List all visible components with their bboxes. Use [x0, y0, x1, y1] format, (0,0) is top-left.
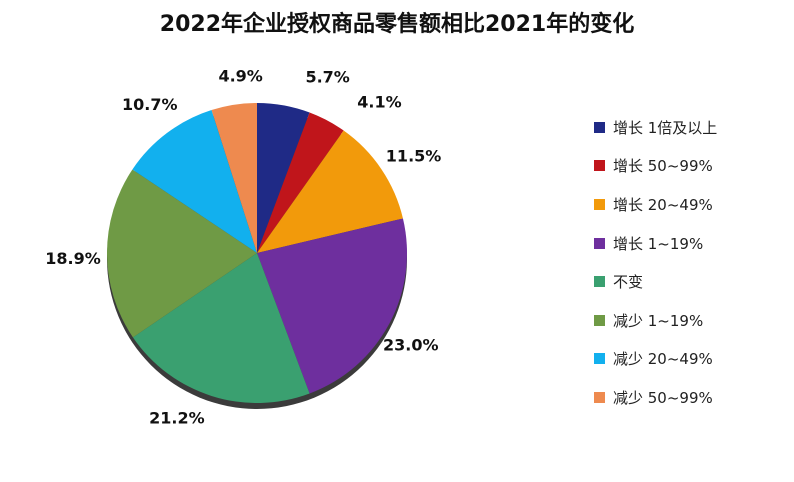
legend-swatch: [594, 314, 605, 326]
legend-label: 减少 1~19%: [613, 311, 704, 330]
legend-swatch: [594, 160, 605, 172]
slice-value-label: 10.7%: [122, 95, 178, 114]
pie-slice: [211, 103, 257, 253]
legend-label: 减少 50~99%: [613, 388, 713, 407]
legend-label: 增长 1~19%: [613, 234, 704, 253]
legend-label: 增长 20~49%: [613, 195, 713, 214]
legend-item: 减少 1~19%: [594, 301, 789, 340]
legend-item: 不变: [594, 262, 789, 301]
pie-slice: [257, 112, 344, 253]
legend-item: 增长 50~99%: [594, 147, 789, 186]
legend-swatch: [594, 121, 605, 133]
legend-label: 增长 1倍及以上: [613, 118, 718, 137]
slice-value-label: 5.7%: [305, 67, 349, 86]
legend-swatch: [594, 237, 605, 249]
pie-slice: [257, 130, 403, 253]
legend-item: 减少 20~49%: [594, 340, 789, 379]
legend: 增长 1倍及以上 增长 50~99% 增长 20~49% 增长 1~19% 不变减少 1…: [594, 108, 789, 417]
legend-label: 不变: [613, 273, 644, 292]
chart-title: 2022年企业授权商品零售额相比2021年的变化: [159, 12, 635, 37]
legend-item: 增长 1~19%: [594, 224, 789, 263]
legend-item: 增长 1倍及以上: [594, 108, 789, 147]
slice-value-label: 4.1%: [357, 92, 401, 111]
legend-label: 增长 50~99%: [613, 157, 713, 176]
legend-item: 增长 20~49%: [594, 185, 789, 224]
legend-label: 减少 20~49%: [613, 350, 713, 369]
pie-slice: [132, 253, 310, 403]
legend-swatch: [594, 198, 605, 210]
slice-value-label: 21.2%: [149, 408, 205, 427]
slice-value-label: 23.0%: [383, 335, 439, 354]
pie-slice: [257, 218, 407, 394]
slice-value-label: 18.9%: [45, 249, 101, 268]
legend-item: 减少 50~99%: [594, 378, 789, 417]
pie-slice: [257, 103, 310, 253]
slice-value-label: 11.5%: [386, 146, 442, 165]
pie-slice: [107, 169, 257, 338]
slice-value-label: 4.9%: [218, 67, 262, 86]
legend-swatch: [594, 391, 605, 403]
legend-swatch: [594, 353, 605, 365]
pie-slice: [132, 110, 257, 253]
legend-swatch: [594, 276, 605, 288]
